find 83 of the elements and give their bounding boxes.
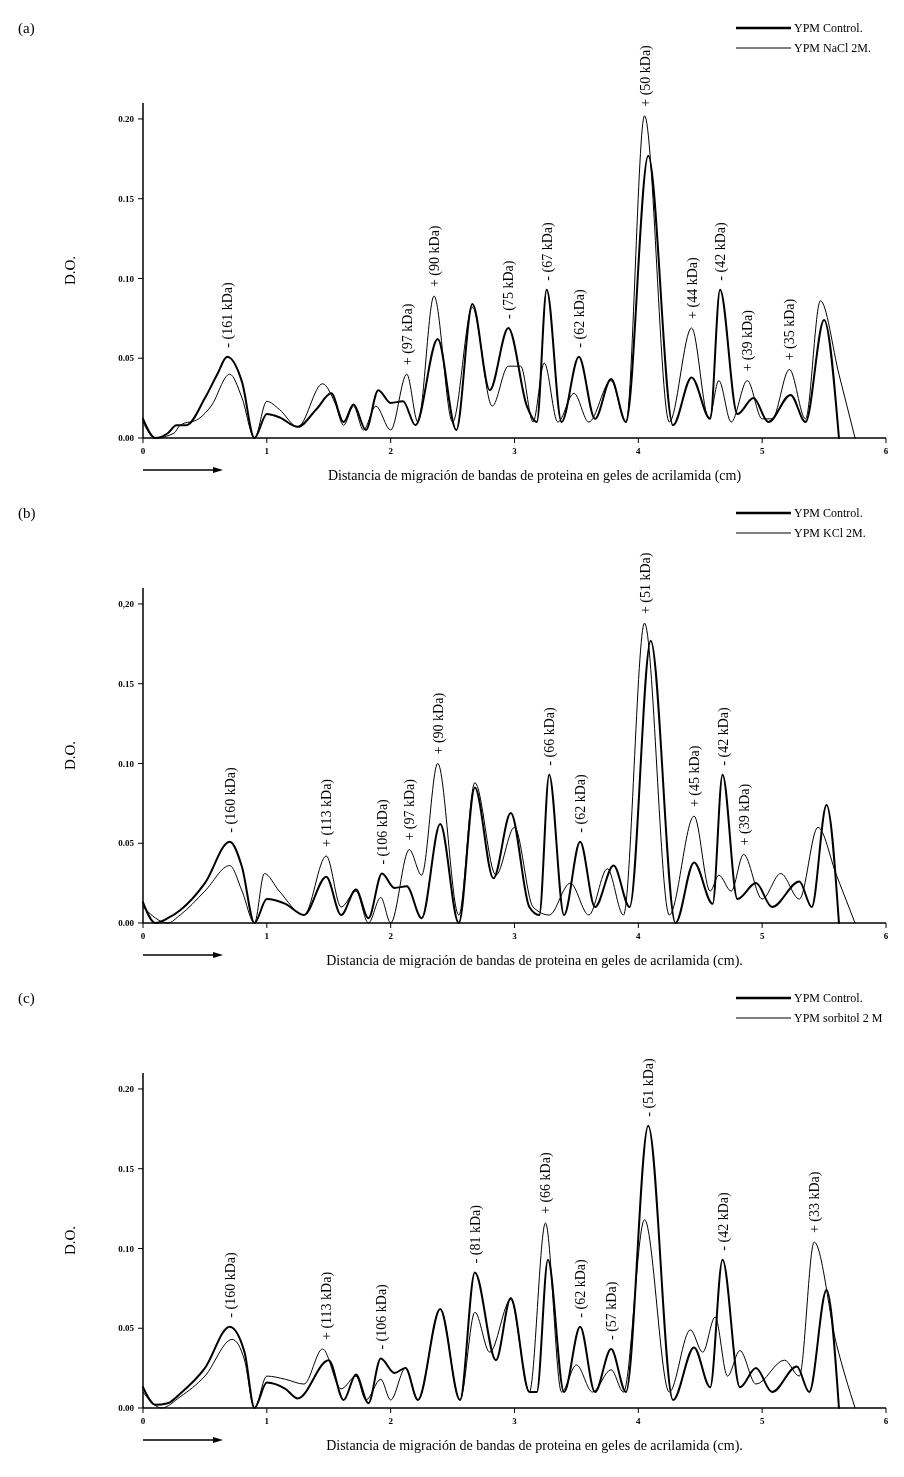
annotation: + (90 kDa) bbox=[427, 225, 444, 288]
x-tick-label: 5 bbox=[759, 931, 765, 941]
annotation: - (42 kDa) bbox=[715, 1191, 732, 1251]
annotation: - (62 kDa) bbox=[573, 773, 590, 833]
y-axis-title: D.O. bbox=[62, 255, 78, 286]
x-tick-label: 4 bbox=[636, 931, 642, 941]
x-tick-label: 3 bbox=[512, 1416, 518, 1426]
annotation: - (51 kDa) bbox=[641, 1057, 658, 1117]
chart-title: (a) bbox=[18, 20, 35, 37]
annotation: + (33 kDa) bbox=[807, 1171, 824, 1234]
annotation: - (106 kDa) bbox=[373, 1283, 390, 1350]
y-tick-label: 0.00 bbox=[118, 918, 135, 929]
x-tick-label: 0 bbox=[140, 1416, 146, 1426]
x-axis-title: Distancia de migración de bandas de proteina en geles de acrilamida (cm) bbox=[327, 468, 742, 484]
annotation: + (113 kDa) bbox=[319, 778, 336, 847]
annotation: + (90 kDa) bbox=[430, 692, 447, 755]
annotation: - (160 kDa) bbox=[222, 1251, 239, 1318]
y-axis-title: D.O. bbox=[62, 740, 78, 771]
annotation: + (66 kDa) bbox=[538, 1152, 555, 1214]
annotation: - (42 kDa) bbox=[715, 706, 732, 766]
annotation: - (161 kDa) bbox=[220, 281, 237, 348]
annotation: - (62 kDa) bbox=[573, 1258, 590, 1318]
legend-label: YPM Control. bbox=[794, 991, 863, 1006]
annotation: + (44 kDa) bbox=[684, 257, 701, 319]
x-tick-label: 6 bbox=[883, 1416, 889, 1426]
annotation: - (81 kDa) bbox=[467, 1204, 484, 1264]
legend-label: YPM Control. bbox=[794, 21, 863, 36]
y-tick-label: 0.05 bbox=[118, 838, 135, 849]
legend-label: YPM KCl 2M. bbox=[794, 526, 866, 541]
x-tick-label: 2 bbox=[388, 1416, 394, 1426]
y-tick-label: 0.05 bbox=[118, 1323, 135, 1334]
annotation: - (57 kDa) bbox=[604, 1281, 621, 1340]
x-tick-label: 1 bbox=[264, 446, 270, 456]
chart-title: (c) bbox=[18, 990, 35, 1007]
chart-title: (b) bbox=[18, 505, 36, 522]
y-tick-label: 0.15 bbox=[118, 678, 135, 689]
x-tick-label: 4 bbox=[636, 446, 642, 456]
annotation: + (113 kDa) bbox=[319, 1271, 336, 1340]
x-tick-label: 6 bbox=[883, 931, 889, 941]
x-tick-label: 0 bbox=[140, 446, 146, 456]
y-tick-label: 0.05 bbox=[118, 353, 135, 364]
x-tick-label: 5 bbox=[759, 1416, 765, 1426]
y-tick-label: 0.10 bbox=[118, 758, 135, 769]
annotation: + (45 kDa) bbox=[687, 745, 704, 808]
y-tick-label: 0.20 bbox=[118, 1084, 135, 1095]
y-tick-label: 0.00 bbox=[118, 433, 135, 444]
y-tick-label: 0.20 bbox=[118, 114, 135, 125]
annotation: + (50 kDa) bbox=[637, 44, 654, 107]
x-tick-label: 2 bbox=[388, 446, 394, 456]
y-tick-label: 0.15 bbox=[118, 1163, 135, 1174]
annotation: - (62 kDa) bbox=[571, 288, 588, 348]
x-tick-label: 6 bbox=[883, 446, 889, 456]
legend-label: YPM NaCl 2M. bbox=[794, 41, 872, 56]
annotation: - (75 kDa) bbox=[501, 260, 518, 319]
annotation: - (66 kDa) bbox=[542, 706, 559, 766]
annotation: + (51 kDa) bbox=[637, 552, 654, 615]
y-tick-label: 0.10 bbox=[118, 273, 135, 284]
annotation: + (39 kDa) bbox=[736, 783, 753, 846]
y-tick-label: 0.00 bbox=[118, 1403, 135, 1414]
x-tick-label: 3 bbox=[512, 446, 518, 456]
annotation: - (106 kDa) bbox=[375, 798, 391, 865]
y-tick-label: 0.10 bbox=[118, 1243, 135, 1254]
annotation: - (67 kDa) bbox=[539, 221, 556, 281]
legend-label: YPM Control. bbox=[794, 506, 863, 521]
annotation: - (42 kDa) bbox=[713, 221, 730, 281]
annotation: + (97 kDa) bbox=[402, 778, 419, 841]
y-tick-label: 0,20 bbox=[118, 599, 135, 610]
annotation: + (35 kDa) bbox=[782, 298, 799, 361]
legend-label: YPM sorbitol 2 M bbox=[794, 1011, 883, 1026]
x-tick-label: 4 bbox=[636, 1416, 642, 1426]
y-tick-label: 0.15 bbox=[118, 193, 135, 204]
x-tick-label: 5 bbox=[759, 446, 765, 456]
x-tick-label: 3 bbox=[512, 931, 518, 941]
x-axis-title: Distancia de migración de bandas de proteina en geles de acrilamida (cm). bbox=[326, 953, 743, 969]
x-tick-label: 1 bbox=[264, 1416, 270, 1426]
annotation: + (39 kDa) bbox=[740, 309, 757, 372]
annotation: - (160 kDa) bbox=[222, 766, 239, 833]
x-tick-label: 2 bbox=[388, 931, 394, 941]
x-axis-title: Distancia de migración de bandas de proteina en geles de acrilamida (cm). bbox=[326, 1438, 743, 1454]
x-tick-label: 0 bbox=[140, 931, 146, 941]
annotation: + (97 kDa) bbox=[399, 303, 416, 366]
x-tick-label: 1 bbox=[264, 931, 270, 941]
y-axis-title: D.O. bbox=[62, 1225, 78, 1256]
